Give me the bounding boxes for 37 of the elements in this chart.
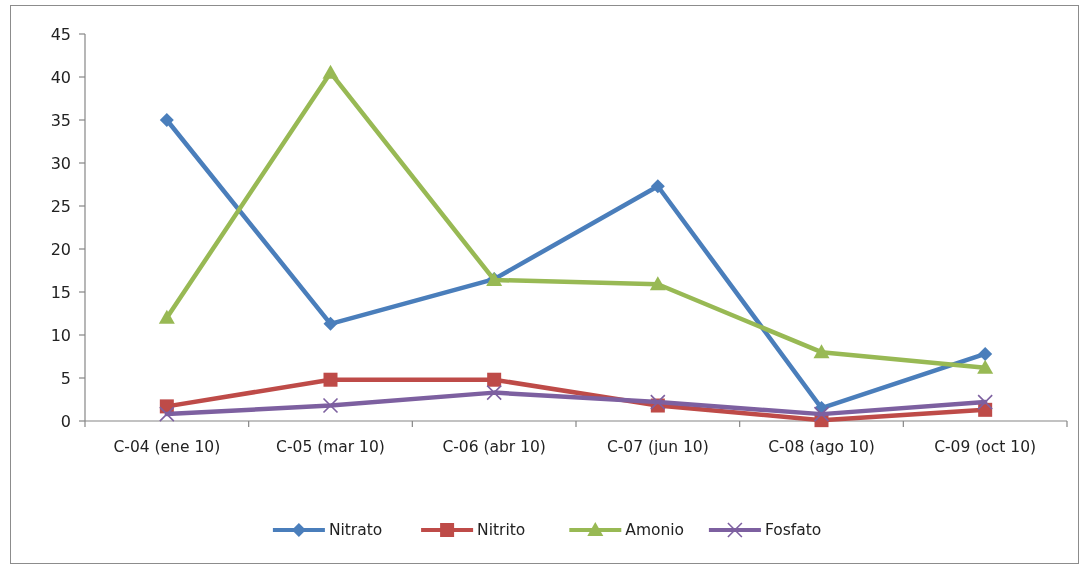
y-tick-label: 10 [50, 325, 71, 345]
point [158, 309, 175, 324]
point [159, 113, 174, 127]
y-tick-label: 25 [50, 196, 71, 216]
y-tick-label: 5 [60, 368, 71, 388]
legend-label: Nitrito [477, 521, 526, 539]
point [322, 397, 339, 414]
y-tick-label: 0 [60, 411, 71, 431]
point [813, 344, 830, 359]
legend-label: Nitrato [328, 521, 383, 539]
y-tick-label: 45 [50, 24, 71, 44]
x-tick-label: C-05 (mar 10) [276, 438, 385, 456]
y-tick-label: 20 [50, 239, 71, 259]
y-tick-label: 30 [50, 153, 71, 173]
legend-label: Fosfato [764, 521, 822, 539]
y-tick-label: 35 [50, 110, 71, 130]
legend-label: Amonio [625, 521, 685, 539]
point [323, 372, 338, 387]
y-tick-label: 15 [50, 282, 71, 302]
point [650, 394, 666, 410]
point [649, 276, 666, 291]
point [487, 372, 502, 387]
x-tick-label: C-06 (abr 10) [442, 438, 546, 456]
point [322, 64, 339, 79]
point [323, 316, 338, 331]
x-tick-label: C-07 (jun 10) [606, 438, 709, 456]
x-tick-label: C-08 (ago 10) [768, 438, 875, 456]
point [978, 346, 993, 361]
point [486, 384, 502, 401]
x-tick-label: C-04 (ene 10) [113, 438, 221, 456]
x-tick-label: C-09 (oct 10) [934, 438, 1037, 456]
y-tick-label: 40 [50, 67, 71, 87]
point [813, 406, 830, 422]
point [977, 394, 993, 410]
point [159, 406, 175, 422]
point [650, 179, 665, 194]
point [977, 359, 994, 374]
